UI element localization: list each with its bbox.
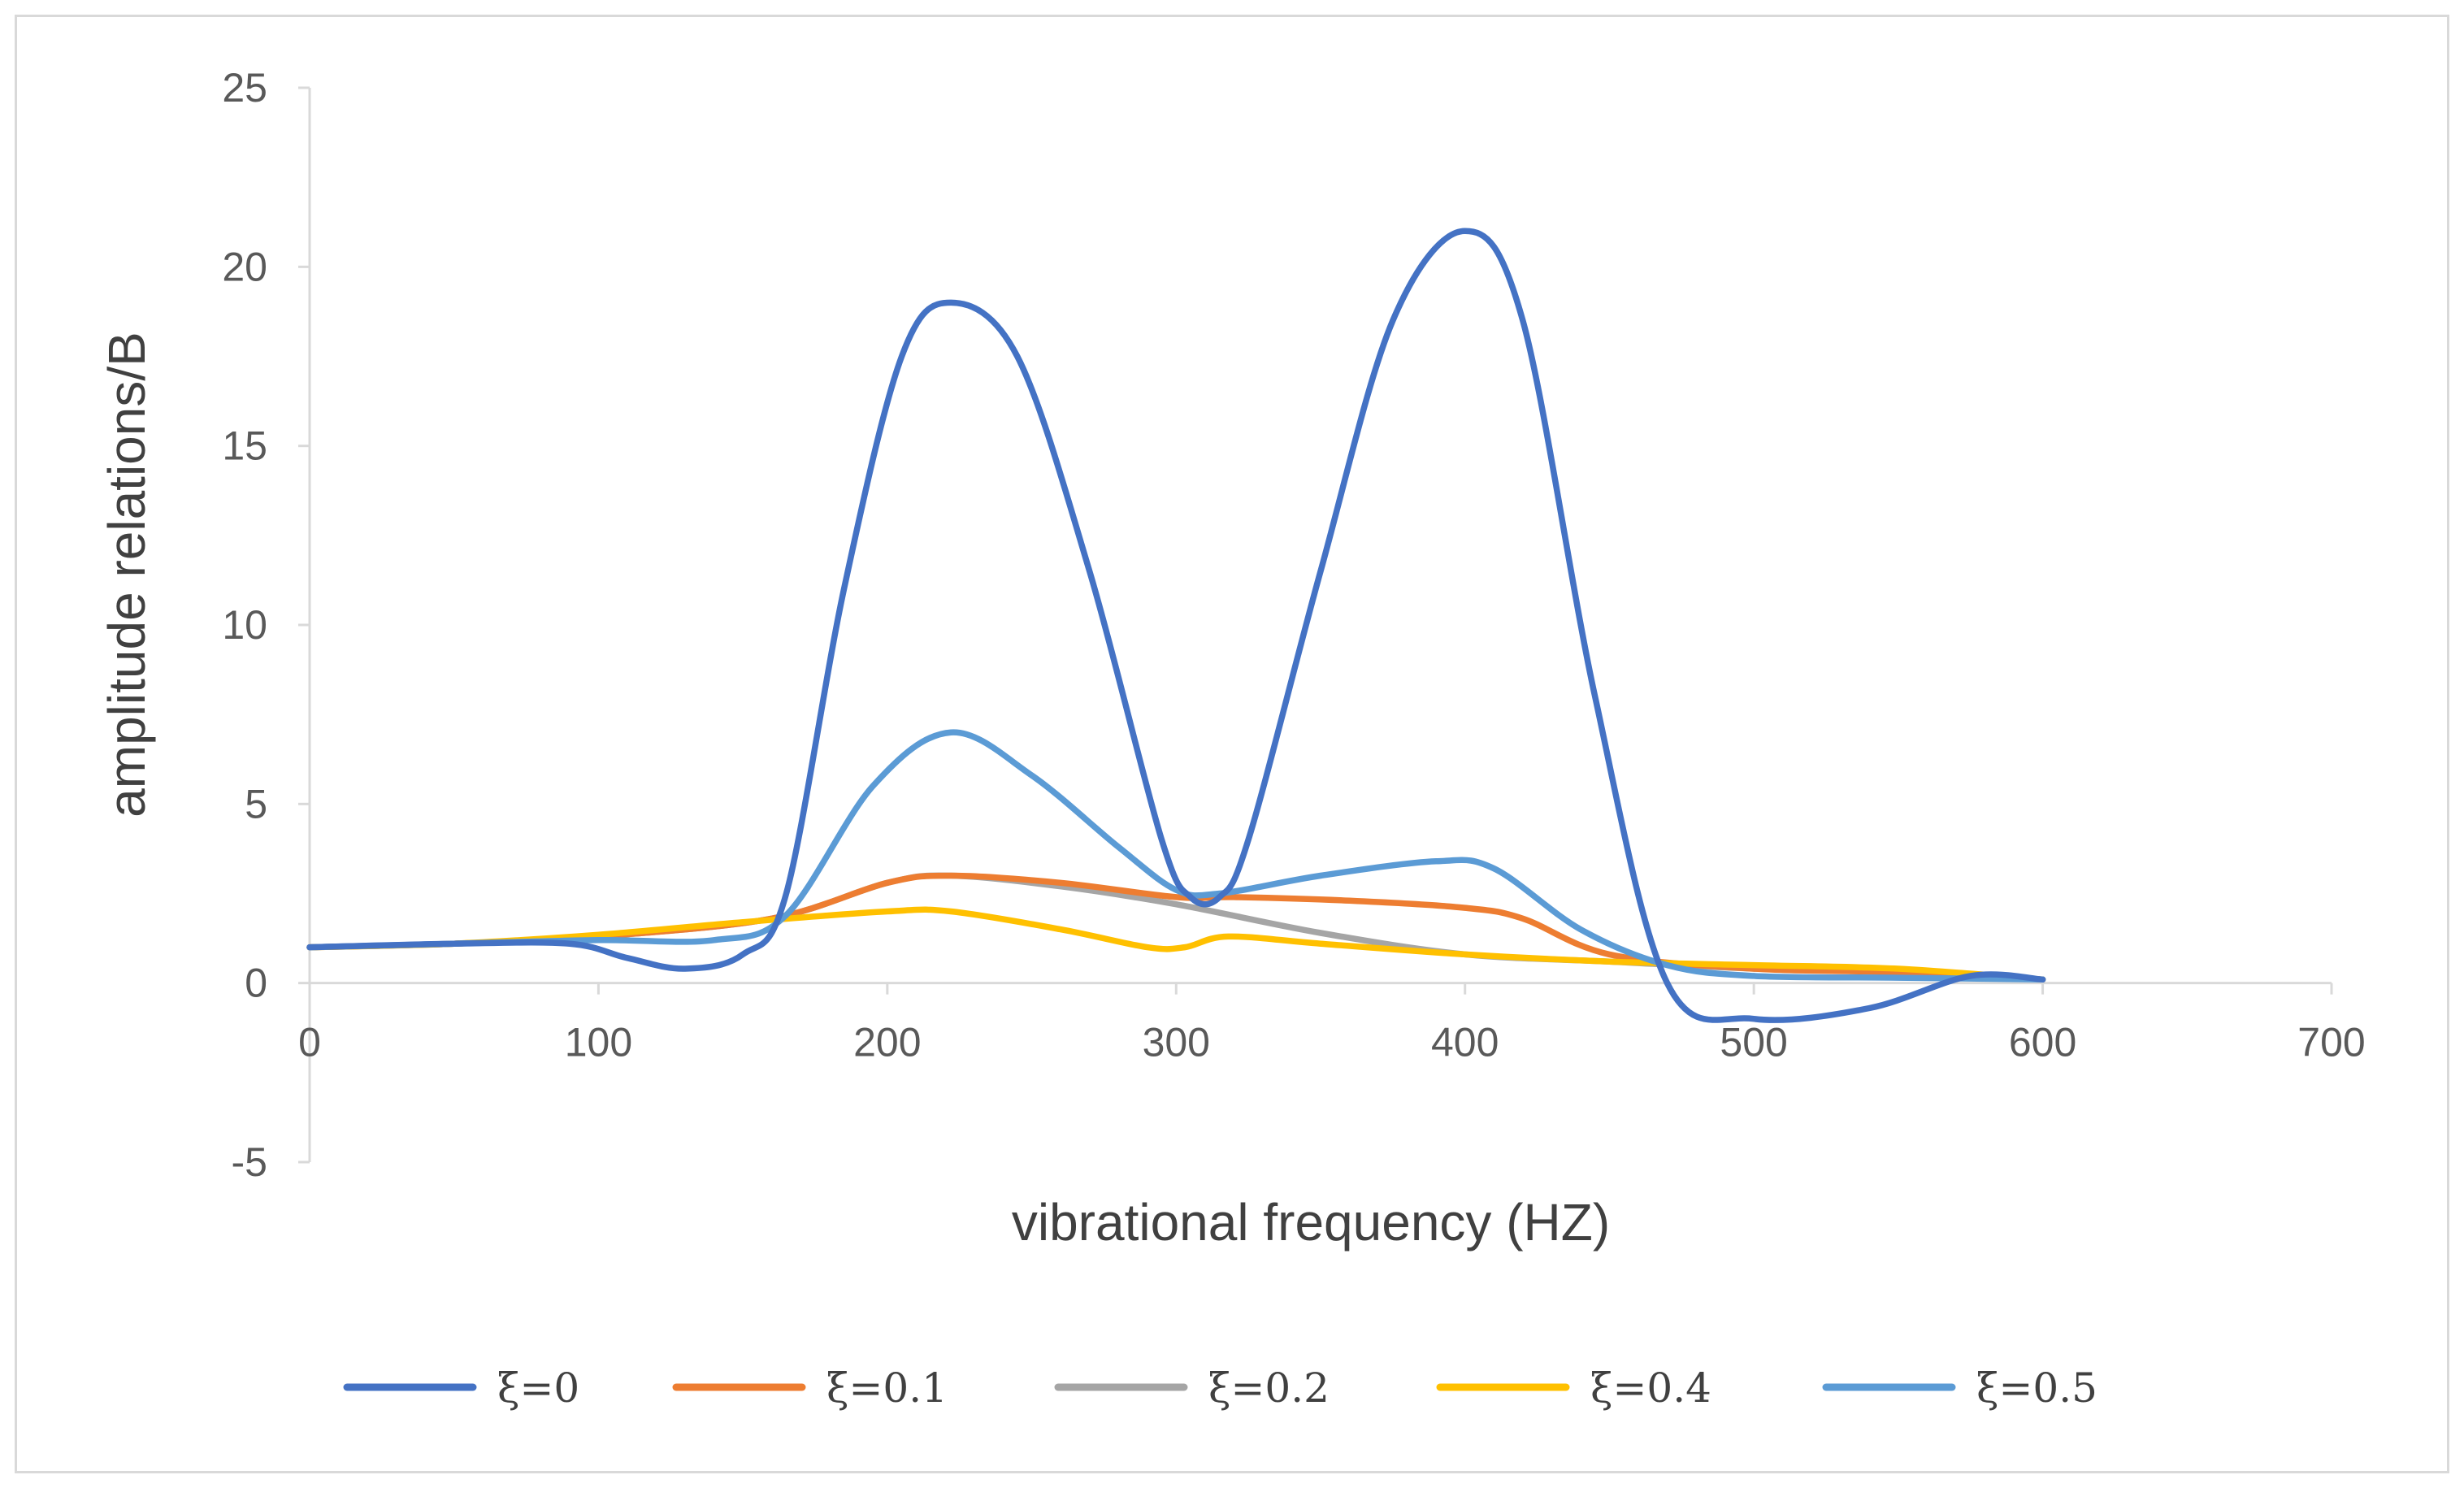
series-layer <box>306 228 2046 1023</box>
x-axis-ticks: 0 100 200 300 400 500 600 700 <box>298 983 2366 1065</box>
series-line-3 <box>306 906 2046 983</box>
y-tick-label: -5 <box>232 1139 267 1185</box>
x-tick-label: 300 <box>1143 1020 1210 1065</box>
x-tick-label: 100 <box>565 1020 632 1065</box>
y-tick-label: 25 <box>222 65 267 111</box>
legend-label: ξ=0.2 <box>1208 1364 1330 1412</box>
x-tick-label: 700 <box>2297 1020 2365 1065</box>
y-axis-title: amplitude relations/B <box>98 332 156 818</box>
axes <box>308 88 2332 1162</box>
y-tick-label: 20 <box>222 244 267 289</box>
x-tick-label: 0 <box>298 1020 321 1065</box>
legend: ξ=0 ξ=0.1 ξ=0.2 ξ=0.4 ξ=0.5 <box>343 1364 2097 1412</box>
x-tick-label: 400 <box>1431 1020 1499 1065</box>
series-line-0 <box>306 228 2046 1023</box>
x-tick-label: 600 <box>2009 1020 2076 1065</box>
y-tick-label: 0 <box>245 961 267 1006</box>
y-axis-ticks: -5 0 5 10 15 20 25 <box>222 65 310 1185</box>
x-tick-label: 200 <box>853 1020 921 1065</box>
x-axis-title: vibrational frequency (HZ) <box>1012 1193 1610 1252</box>
chart-frame <box>15 15 2449 1473</box>
y-tick-label: 15 <box>222 423 267 469</box>
series-line-4 <box>306 729 2046 983</box>
y-tick-label: 10 <box>222 602 267 648</box>
legend-label: ξ=0.1 <box>826 1364 948 1412</box>
y-tick-label: 5 <box>245 781 267 826</box>
legend-label: ξ=0.4 <box>1590 1364 1711 1412</box>
legend-label: ξ=0.5 <box>1976 1364 2097 1412</box>
x-tick-label: 500 <box>1720 1020 1787 1065</box>
legend-label: ξ=0 <box>497 1364 579 1412</box>
